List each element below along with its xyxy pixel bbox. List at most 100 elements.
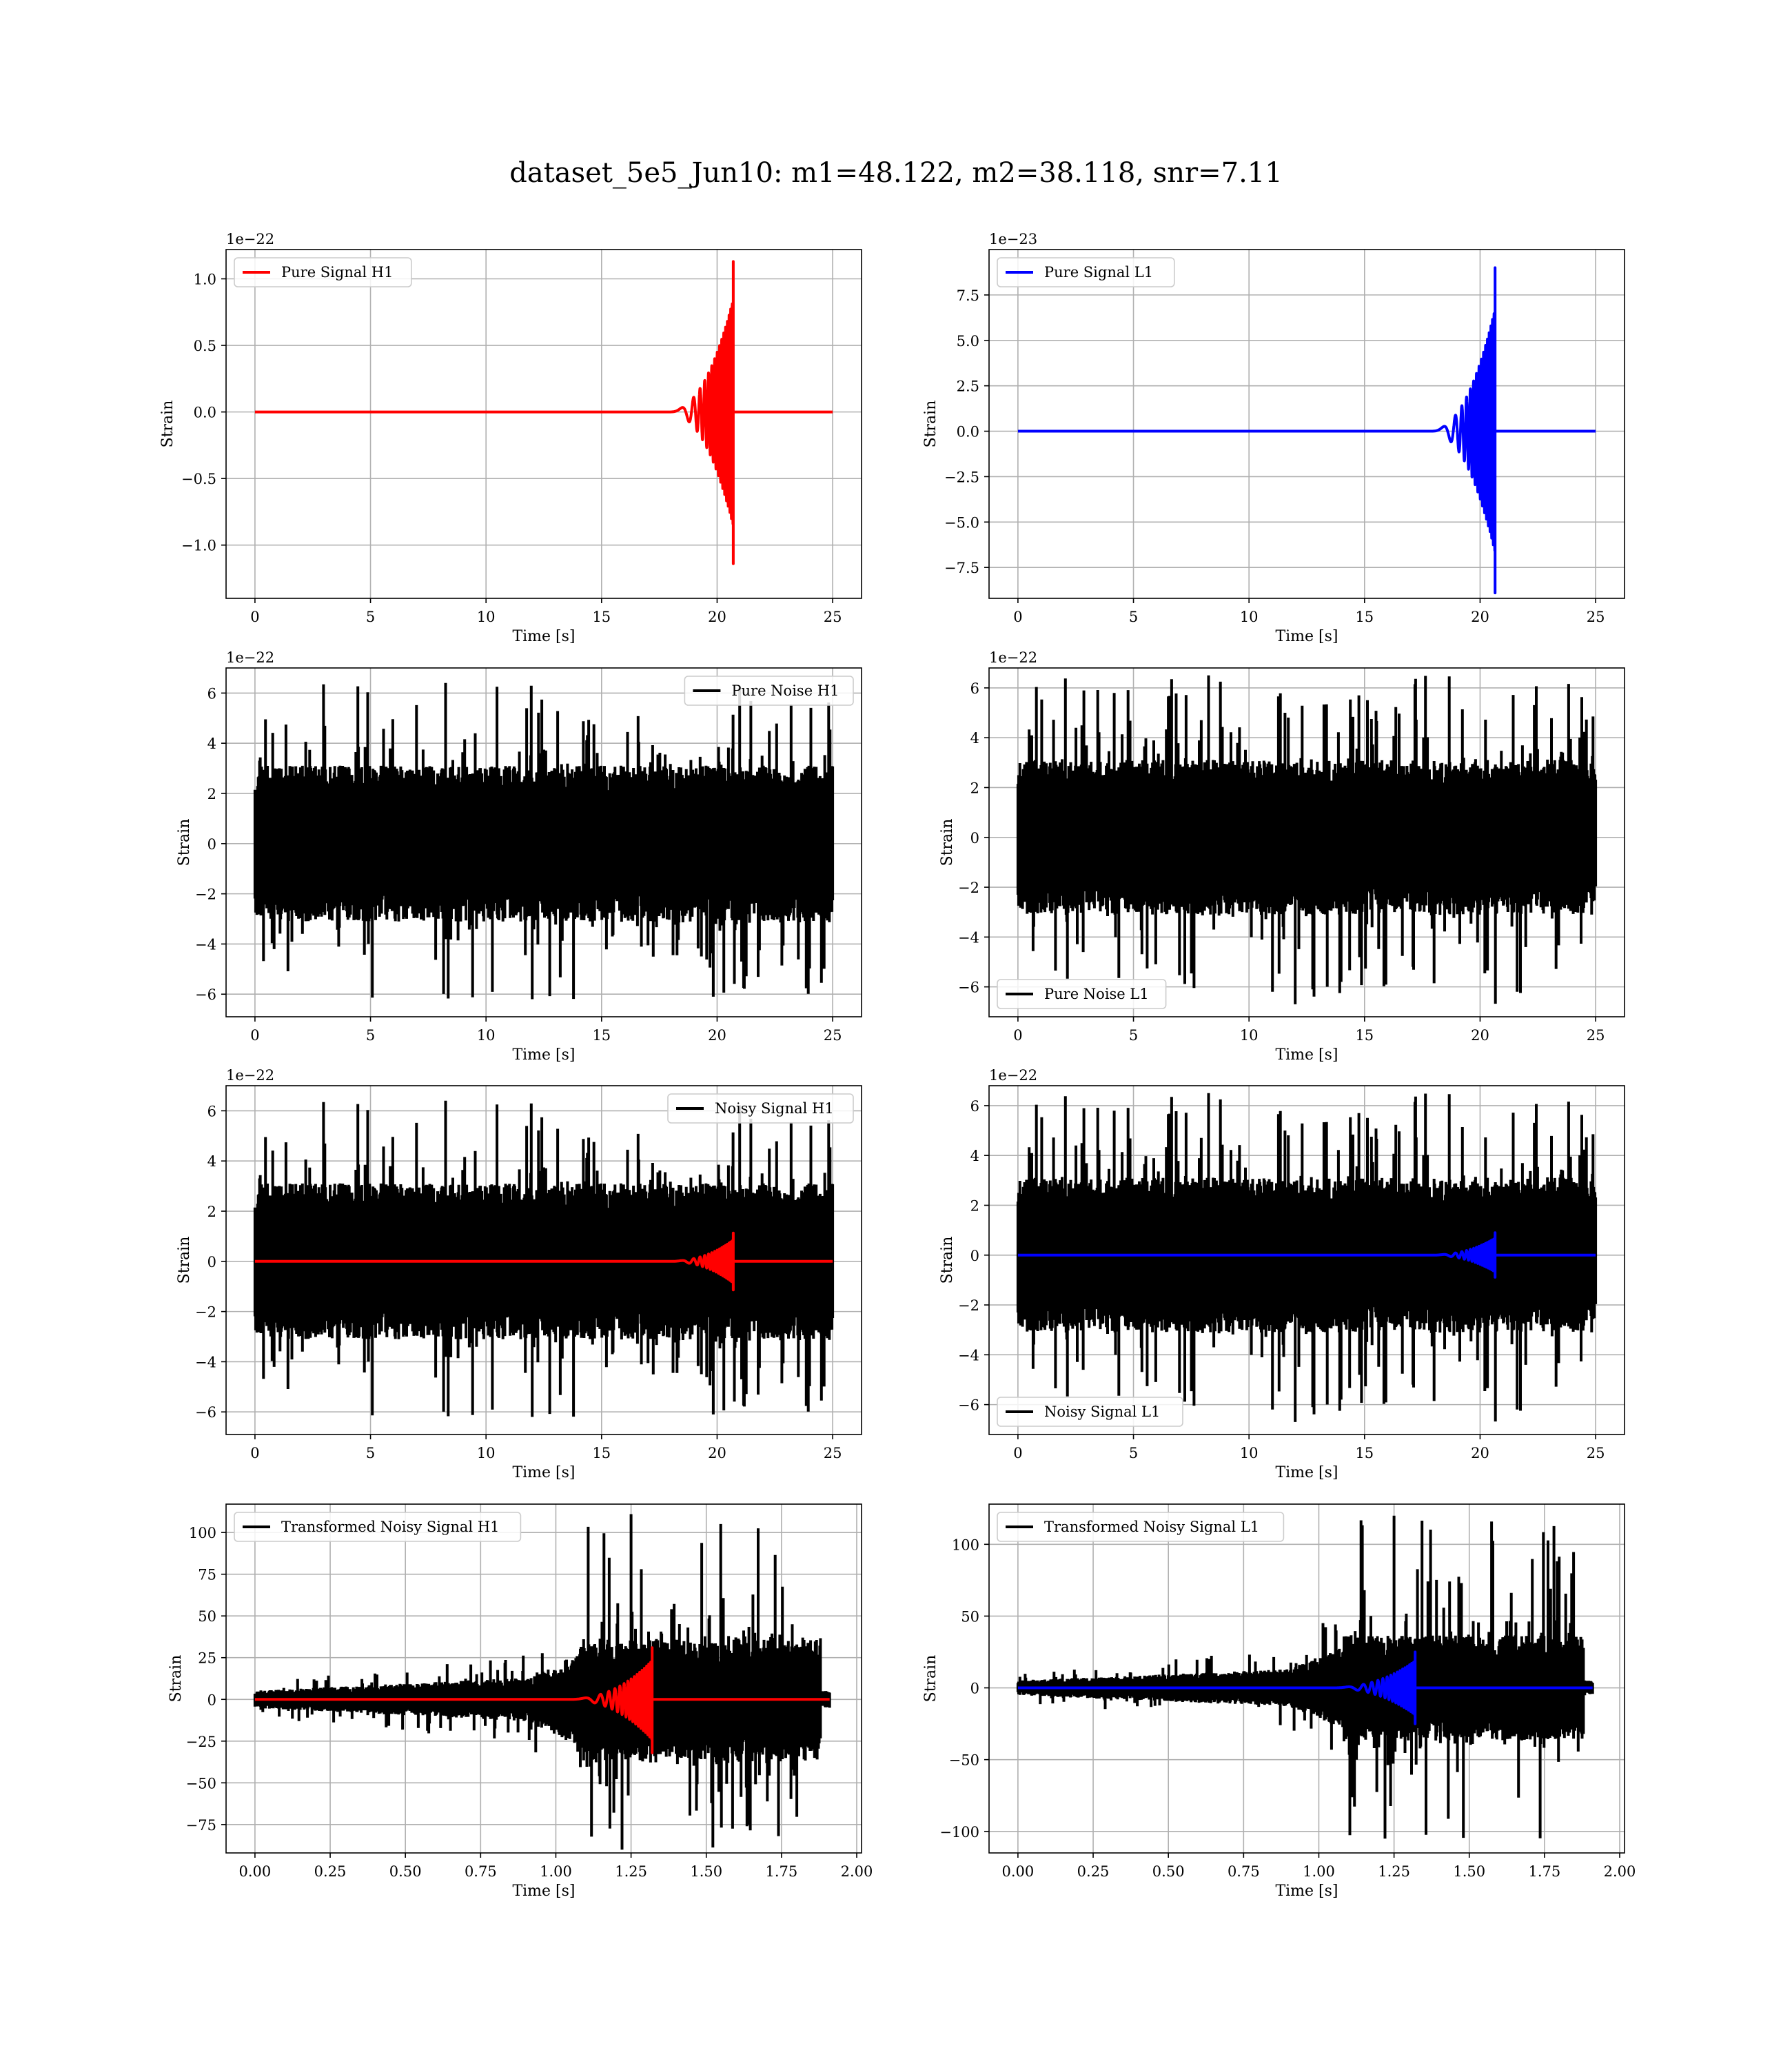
series-pure-noise-l1 [1016, 675, 1598, 1004]
y-tick-label: −2 [195, 886, 216, 903]
y-tick-label: −2 [958, 1297, 979, 1314]
plot-area [1016, 1093, 1598, 1422]
x-tick-label: 10 [1240, 1027, 1259, 1044]
y-tick-label: 2 [970, 780, 979, 796]
x-axis-label: Time [s] [512, 1046, 575, 1064]
axes-frame [225, 249, 862, 599]
x-axis-label: Time [s] [512, 1464, 575, 1481]
x-tick-label: 1.50 [690, 1863, 722, 1880]
y-tick-label: 0 [970, 1248, 979, 1264]
y-tick-label: 4 [207, 736, 216, 752]
x-tick-label: 25 [1587, 1445, 1605, 1461]
x-tick-label: 15 [592, 1027, 611, 1044]
x-tick-label: 5 [366, 609, 375, 625]
series-chirp-overlay [1017, 1650, 1593, 1725]
offset-text: 1e−23 [989, 231, 1037, 247]
axes-frame [225, 1503, 862, 1854]
y-tick-label: 75 [198, 1567, 216, 1583]
x-tick-label: 25 [1587, 609, 1605, 625]
y-tick-label: −6 [195, 1404, 216, 1421]
y-tick-label: 2 [207, 786, 216, 802]
x-tick-label: 1.25 [615, 1863, 647, 1880]
x-tick-label: 1.75 [765, 1863, 797, 1880]
x-tick-label: 0.25 [1077, 1863, 1110, 1880]
panel-transformed-noisy-signal-l1: 0.00 0.25 0.50 0.75 1.00 1.25 1.50 1.75 2.00 −100… [922, 1503, 1636, 1900]
axes-frame [988, 1503, 1625, 1854]
x-tick-label: 10 [477, 609, 496, 625]
y-tick-label: 0 [970, 830, 979, 847]
series-chirp-overlay [1017, 1231, 1596, 1279]
legend-label: Pure Noise H1 [731, 682, 839, 699]
y-tick-label: −7.5 [944, 560, 979, 576]
x-tick-label: 20 [1471, 1027, 1489, 1044]
y-tick-label: 7.5 [957, 287, 979, 304]
y-tick-label: −4 [195, 936, 216, 953]
y-tick-label: 6 [207, 685, 216, 702]
x-tick-label: 10 [1240, 1445, 1259, 1461]
x-tick-label: 25 [1587, 1027, 1605, 1044]
y-tick-label: 0 [970, 1681, 979, 1697]
legend-label: Noisy Signal H1 [715, 1100, 834, 1117]
legend: Noisy Signal H1 [667, 1093, 854, 1124]
x-tick-label: 10 [1240, 609, 1259, 625]
legend-label: Noisy Signal L1 [1044, 1403, 1160, 1420]
y-tick-label: 0 [207, 1254, 216, 1270]
x-tick-label: 20 [708, 609, 726, 625]
axes-frame [988, 667, 1625, 1017]
y-tick-label: −50 [186, 1775, 216, 1792]
plot-area [1017, 266, 1596, 595]
legend-box [997, 1512, 1285, 1542]
y-tick-label: −25 [186, 1734, 216, 1750]
y-tick-label: −2 [195, 1304, 216, 1321]
x-tick-label: 0.00 [1002, 1863, 1035, 1880]
y-tick-label: 1.0 [194, 271, 216, 287]
legend-box [997, 257, 1175, 287]
series-pure-noise-h1 [253, 682, 835, 1000]
legend-box [684, 676, 854, 706]
x-tick-label: 15 [1355, 609, 1374, 625]
legend-label: Pure Noise L1 [1044, 986, 1149, 1002]
y-tick-label: 0.5 [194, 338, 216, 354]
panel-pure-signal-l1: 0 5 10 15 20 25 −7.5 −5.0 −2.5 0.0 2.5 5.0 7.5 Time [… [922, 231, 1625, 645]
x-tick-label: 15 [592, 1445, 611, 1461]
x-tick-label: 0 [1013, 609, 1022, 625]
y-tick-label: 2 [207, 1204, 216, 1220]
axes-frame [225, 1085, 862, 1435]
x-tick-label: 15 [1355, 1445, 1374, 1461]
y-tick-label: 4 [970, 730, 979, 747]
x-tick-label: 25 [824, 1027, 842, 1044]
x-axis-label: Time [s] [1275, 1883, 1338, 1900]
axes-frame [988, 1085, 1625, 1435]
y-tick-label: 25 [198, 1650, 216, 1667]
y-axis-label: Strain [922, 1655, 939, 1703]
legend-box [997, 1397, 1183, 1427]
series-noisy-signal-l1 [1016, 1093, 1598, 1422]
legend-box [997, 979, 1167, 1009]
panel-pure-noise-h1: 0 5 10 15 20 25 −6 −4 −2 0 2 4 6 Time [s] Strain 1e−22 P… [176, 649, 862, 1064]
series-noisy-signal-h1 [253, 1100, 835, 1417]
y-axis-label: Strain [176, 1237, 193, 1284]
x-tick-label: 1.25 [1378, 1863, 1410, 1880]
y-axis-label: Strain [939, 1237, 956, 1284]
y-axis-label: Strain [167, 1655, 185, 1703]
offset-text: 1e−22 [989, 649, 1037, 666]
plot-area [1016, 1515, 1594, 1839]
y-tick-label: 0 [207, 1692, 216, 1708]
legend: Pure Noise H1 [684, 676, 854, 706]
y-tick-label: 0 [207, 836, 216, 853]
series-chirp-overlay [254, 1646, 830, 1754]
axes-frame [988, 249, 1625, 599]
panel-noisy-signal-h1: 0 5 10 15 20 25 −6 −4 −2 0 2 4 6 Time [s] Strain 1e−22 N… [176, 1067, 862, 1481]
offset-text: 1e−22 [989, 1067, 1037, 1084]
x-tick-label: 0.50 [389, 1863, 422, 1880]
x-axis-label: Time [s] [512, 1883, 575, 1900]
y-tick-label: 50 [198, 1608, 216, 1625]
series-pure-signal-h1 [254, 260, 833, 565]
y-tick-label: −100 [939, 1824, 979, 1841]
legend: Noisy Signal L1 [997, 1397, 1183, 1427]
panel-noisy-signal-l1: 0 5 10 15 20 25 −6 −4 −2 0 2 4 6 Time [s] Strain 1e−22 N… [939, 1067, 1625, 1481]
x-tick-label: 0 [1013, 1027, 1022, 1044]
x-tick-label: 1.50 [1453, 1863, 1485, 1880]
y-tick-label: 6 [970, 680, 979, 697]
